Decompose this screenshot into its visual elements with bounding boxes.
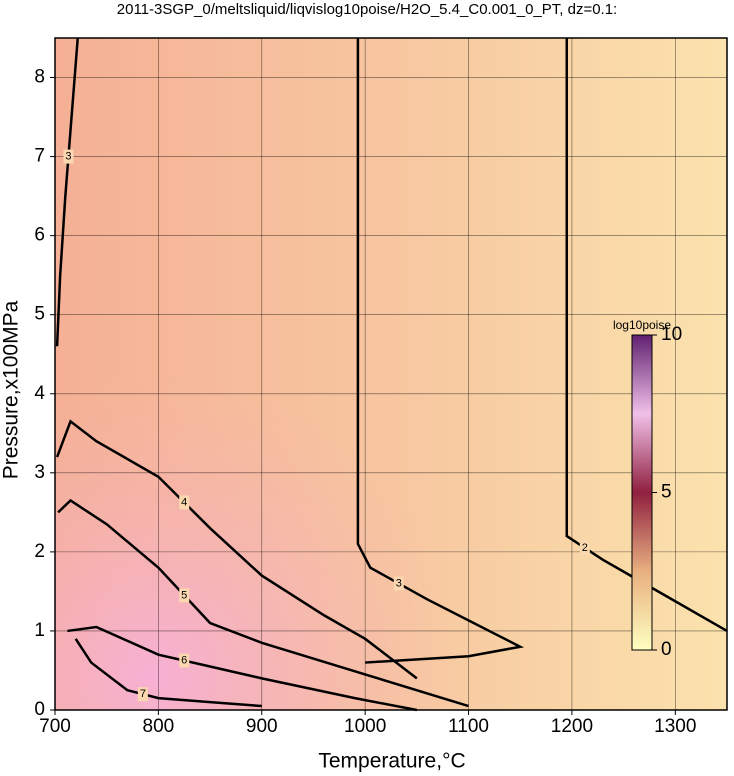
chart-title: 2011-3SGP_0/meltsliquid/liqvislog10poise… — [117, 1, 617, 18]
x-tick-label: 1100 — [448, 716, 489, 737]
colorbar — [631, 334, 653, 651]
contour-label: 7 — [140, 688, 146, 700]
x-tick-label: 800 — [143, 716, 175, 737]
plot-shading — [55, 38, 727, 710]
x-tick-label: 1000 — [344, 716, 386, 737]
contour-label-bg — [63, 149, 74, 164]
y-tick-label: 3 — [34, 462, 45, 483]
x-tick-label: 1300 — [654, 716, 696, 737]
contour-line — [67, 625, 418, 712]
y-tick-label: 8 — [34, 67, 45, 88]
contour-label: 2 — [582, 542, 588, 554]
y-tick-label: 4 — [34, 383, 45, 404]
plot-frame — [54, 37, 728, 711]
x-tick-label: 900 — [246, 716, 278, 737]
contour-label-bg — [393, 576, 404, 591]
contour-label-bg — [179, 588, 190, 603]
contour-label: 3 — [65, 150, 71, 162]
colorbar-tick-label: 5 — [661, 482, 672, 503]
y-tick-label: 5 — [34, 304, 45, 325]
contour-line — [55, 419, 418, 680]
contour-label-bg — [137, 687, 148, 702]
colorbar-tick-label: 0 — [661, 639, 672, 660]
contour-label-bg — [579, 540, 590, 555]
contour-label: 5 — [181, 589, 187, 601]
y-tick-label: 1 — [34, 620, 45, 641]
contour-line — [55, 37, 79, 347]
colorbar-tick-label: 10 — [661, 324, 682, 345]
contour-line — [356, 38, 525, 664]
y-tick-label: 7 — [34, 146, 45, 167]
contour-label: 4 — [181, 496, 187, 508]
x-tick-label: 1200 — [551, 716, 593, 737]
y-tick-label: 0 — [34, 699, 45, 720]
contour-label-bg — [179, 653, 190, 668]
contour-label: 3 — [396, 577, 402, 589]
contour-line — [565, 38, 728, 633]
contour-label-bg — [179, 495, 190, 510]
x-tick-label: 700 — [39, 716, 71, 737]
y-axis-label: Pressure,x100MPa — [0, 300, 23, 479]
colorbar-label: log10poise — [613, 318, 671, 332]
x-axis-label: Temperature,°C — [318, 750, 465, 773]
y-tick-label: 6 — [34, 225, 45, 246]
y-tick-label: 2 — [34, 541, 45, 562]
contour-label: 6 — [181, 654, 187, 666]
